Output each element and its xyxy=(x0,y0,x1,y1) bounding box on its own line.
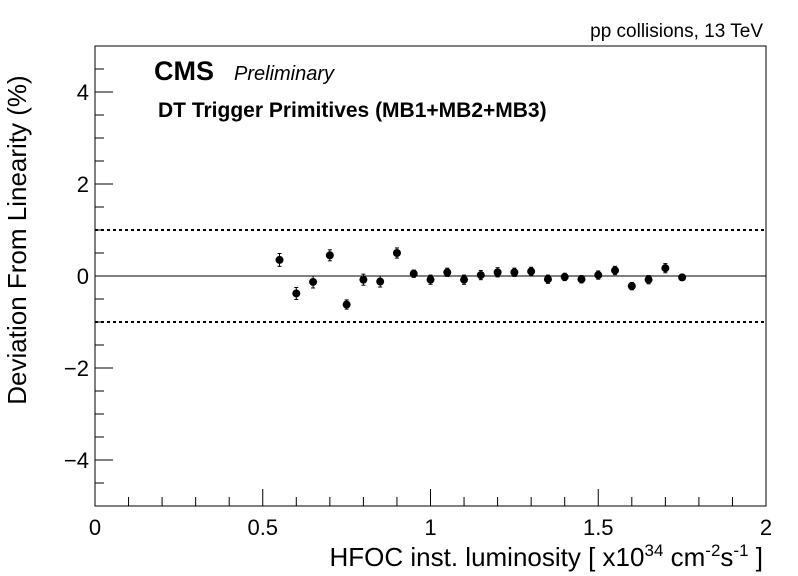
y-tick-label: 4 xyxy=(77,80,89,105)
data-point xyxy=(476,271,485,280)
data-point xyxy=(493,268,502,277)
y-axis-title: Deviation From Linearity (%) xyxy=(2,75,32,404)
data-point xyxy=(359,275,368,284)
x-axis-title-exp3: -1 xyxy=(733,541,748,560)
data-point xyxy=(644,275,653,284)
data-point xyxy=(611,266,620,275)
data-point xyxy=(577,275,586,284)
data-point xyxy=(292,289,301,298)
data-point xyxy=(443,268,452,277)
data-point xyxy=(376,277,385,286)
y-tick-label: 2 xyxy=(77,172,89,197)
x-axis-title-main: HFOC inst. luminosity [ x10 xyxy=(330,542,645,572)
data-point xyxy=(309,277,318,286)
data-point xyxy=(661,264,670,273)
data-point xyxy=(409,269,418,278)
x-axis-title-exp2: -2 xyxy=(705,541,720,560)
preliminary-label: Preliminary xyxy=(234,63,335,85)
data-point xyxy=(527,267,536,276)
data-point xyxy=(460,275,469,284)
x-axis-title-exp: 34 xyxy=(644,541,663,560)
x-tick-label: 1 xyxy=(424,515,436,540)
x-axis-title-close: ] xyxy=(749,542,763,572)
data-point xyxy=(560,272,569,281)
data-point xyxy=(325,251,334,260)
x-axis-title-unit2: s xyxy=(720,542,733,572)
y-tick-label: −4 xyxy=(64,448,89,473)
data-point xyxy=(510,268,519,277)
x-tick-label: 2 xyxy=(760,515,772,540)
data-point xyxy=(627,282,636,291)
cms-label: CMS xyxy=(154,56,214,86)
data-point xyxy=(426,275,435,284)
energy-label: pp collisions, 13 TeV xyxy=(590,21,763,42)
data-point xyxy=(342,300,351,309)
data-point xyxy=(594,271,603,280)
y-tick-label: 0 xyxy=(77,264,89,289)
x-tick-label: 0 xyxy=(89,515,101,540)
data-point xyxy=(275,255,284,264)
data-point xyxy=(543,275,552,284)
x-tick-label: 0.5 xyxy=(247,515,278,540)
data-marks xyxy=(275,247,687,310)
y-tick-label: −2 xyxy=(64,356,89,381)
x-axis-title: HFOC inst. luminosity [ x1034 cm-2s-1 ] xyxy=(330,541,764,572)
data-point xyxy=(678,273,687,282)
axes-layer: 0 0.5 1 1.5 2 −4 −2 0 2 4 xyxy=(64,45,772,540)
x-tick-label: 1.5 xyxy=(583,515,614,540)
data-point xyxy=(392,249,401,257)
x-axis-title-unit1: cm xyxy=(663,542,705,572)
chart-subtitle: DT Trigger Primitives (MB1+MB2+MB3) xyxy=(158,99,547,122)
